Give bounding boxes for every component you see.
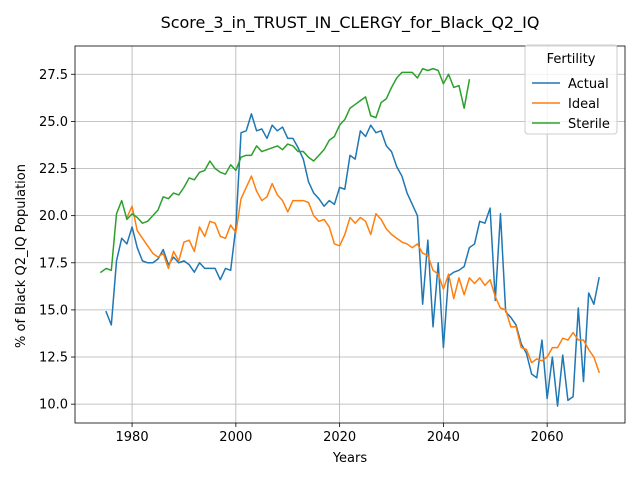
y-tick-label: 15.0	[39, 303, 68, 318]
series-lines	[99, 67, 601, 407]
x-axis-ticks: 1980 2000 2020 2040 2060	[116, 423, 564, 445]
x-axis-title: Years	[332, 451, 368, 466]
x-tick-label: 2060	[531, 430, 564, 445]
legend-label-ideal: Ideal	[568, 97, 600, 112]
chart-title: Score_3_in_TRUST_IN_CLERGY_for_Black_Q2_…	[161, 13, 540, 33]
x-tick-label: 2020	[323, 430, 356, 445]
y-tick-label: 12.5	[39, 351, 68, 366]
legend: Fertility Actual Ideal Sterile	[524, 44, 618, 135]
x-tick-label: 2040	[427, 430, 460, 445]
series-line-ideal	[125, 175, 601, 374]
legend-label-sterile: Sterile	[568, 117, 610, 132]
y-axis-ticks: 10.0 12.5 15.0 17.5 20.0 22.5 25.0 27.5	[39, 68, 75, 413]
y-tick-label: 22.5	[39, 162, 68, 177]
series-line-sterile	[99, 67, 471, 274]
plot-frame	[74, 45, 626, 424]
legend-items: Actual Ideal Sterile	[532, 77, 610, 132]
x-tick-label: 1980	[116, 430, 149, 445]
y-axis-title: % of Black Q2_IQ Population	[14, 164, 29, 348]
x-tick-label: 2000	[219, 430, 252, 445]
legend-label-actual: Actual	[568, 77, 609, 92]
y-tick-label: 25.0	[39, 115, 68, 130]
y-tick-label: 20.0	[39, 209, 68, 224]
y-tick-label: 17.5	[39, 256, 68, 271]
y-tick-label: 10.0	[39, 398, 68, 413]
legend-box	[524, 44, 618, 135]
y-tick-label: 27.5	[39, 68, 68, 83]
legend-title: Fertility	[547, 52, 596, 67]
